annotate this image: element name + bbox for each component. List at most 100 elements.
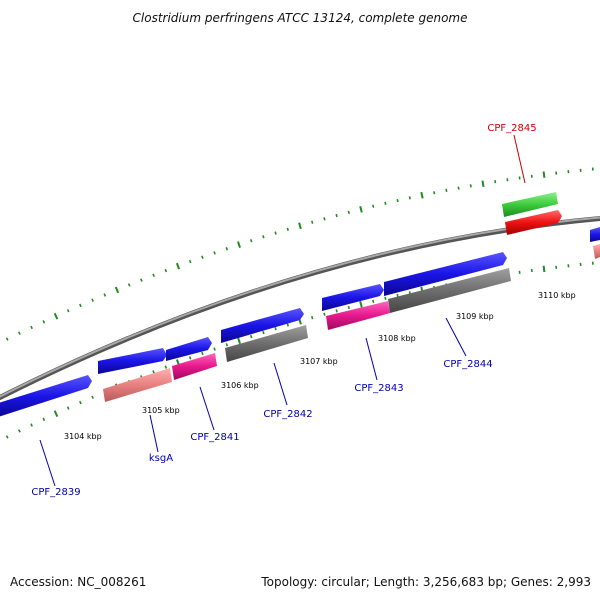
gene-label-CPF_2843: CPF_2843 bbox=[354, 383, 403, 394]
tick-mark bbox=[127, 283, 131, 287]
tick-mark bbox=[225, 343, 229, 347]
tick-label: 3109 kbp bbox=[456, 312, 494, 321]
gene-labels: CPF_2839 ksgA CPF_2841 CPF_2842 CPF_2843… bbox=[31, 123, 536, 498]
leader-line bbox=[513, 134, 526, 184]
tick-mark bbox=[359, 301, 363, 308]
tick-mark bbox=[311, 315, 314, 320]
tick-mark bbox=[274, 327, 277, 331]
tick-mark bbox=[30, 423, 33, 427]
tick-mark bbox=[5, 435, 9, 439]
tick-mark bbox=[481, 180, 485, 188]
gene-feature bbox=[388, 268, 511, 313]
tick-mark bbox=[213, 251, 216, 255]
gene-label-CPF_2844: CPF_2844 bbox=[443, 359, 492, 370]
tick-mark bbox=[249, 334, 253, 339]
gene-label-ksgA: ksgA bbox=[149, 453, 173, 464]
tick-mark bbox=[225, 247, 229, 251]
tick-mark bbox=[164, 365, 168, 369]
leader-line bbox=[39, 439, 56, 487]
outer-tick-ring bbox=[5, 167, 594, 341]
cds-feature bbox=[590, 227, 600, 242]
tick-mark bbox=[17, 429, 21, 433]
tick-mark bbox=[152, 273, 155, 277]
tick-mark bbox=[262, 330, 265, 335]
tick-mark bbox=[79, 400, 82, 405]
gene-label-CPF_2842: CPF_2842 bbox=[263, 409, 312, 420]
tick-mark bbox=[420, 191, 424, 199]
tick-label: 3105 kbp bbox=[142, 406, 180, 415]
tick-mark bbox=[201, 351, 204, 356]
tick-mark bbox=[286, 227, 289, 232]
tick-mark bbox=[30, 325, 33, 330]
cds-feature bbox=[98, 348, 167, 374]
tick-mark bbox=[311, 220, 314, 224]
leader-line bbox=[365, 337, 378, 381]
gene-feature bbox=[103, 368, 172, 402]
tick-mark bbox=[359, 205, 363, 213]
tick-mark bbox=[66, 406, 70, 410]
tick-mark bbox=[53, 312, 59, 320]
tick-mark bbox=[66, 309, 70, 313]
tick-label: 3110 kbp bbox=[538, 291, 576, 300]
cds-feature bbox=[384, 252, 507, 296]
tick-mark bbox=[91, 298, 94, 302]
tick-mark bbox=[5, 337, 9, 341]
tick-mark bbox=[323, 312, 326, 316]
topology-text: Topology: circular; Length: 3,256,683 bp… bbox=[260, 575, 591, 589]
tick-mark bbox=[433, 191, 436, 195]
leader-line bbox=[273, 362, 288, 406]
gene-leader-lines bbox=[39, 134, 526, 487]
cds-feature bbox=[0, 375, 92, 417]
forward-cds-track bbox=[0, 227, 600, 417]
tick-mark bbox=[188, 259, 192, 264]
tick-mark bbox=[396, 198, 399, 203]
tick-mark bbox=[323, 217, 326, 221]
accession-text: Accession: NC_008261 bbox=[10, 575, 146, 589]
tick-mark bbox=[152, 370, 155, 374]
tick-mark bbox=[114, 286, 120, 294]
tick-mark bbox=[542, 171, 546, 178]
tick-label: 3108 kbp bbox=[378, 334, 416, 343]
cds-feature bbox=[221, 308, 304, 343]
tick-mark bbox=[140, 278, 143, 282]
tick-mark bbox=[175, 262, 181, 270]
tick-mark bbox=[53, 410, 59, 418]
gene-track bbox=[103, 244, 600, 402]
tick-mark bbox=[103, 293, 107, 297]
tick-label: 3104 kbp bbox=[64, 432, 102, 441]
tick-mark bbox=[237, 337, 241, 344]
gene-label-CPF_2845: CPF_2845 bbox=[487, 123, 536, 134]
tick-mark bbox=[384, 296, 387, 300]
gene-feature bbox=[502, 192, 558, 217]
gene-feature bbox=[172, 353, 217, 380]
tick-label: 3106 kbp bbox=[221, 381, 259, 390]
cds-feature bbox=[505, 210, 562, 235]
tick-mark bbox=[347, 305, 350, 310]
tick-mark bbox=[372, 204, 375, 208]
tick-mark bbox=[347, 210, 350, 215]
gene-label-CPF_2839: CPF_2839 bbox=[31, 487, 80, 498]
gene-feature bbox=[593, 244, 600, 259]
tick-mark bbox=[298, 222, 302, 230]
tick-mark bbox=[42, 320, 46, 324]
tick-label: 3107 kbp bbox=[300, 357, 338, 366]
tick-mark bbox=[262, 235, 265, 239]
tick-mark bbox=[445, 188, 448, 192]
map-title: Clostridium perfringens ATCC 13124, comp… bbox=[133, 11, 468, 25]
gene-label-CPF_2841: CPF_2841 bbox=[190, 432, 239, 443]
tick-mark bbox=[408, 196, 411, 200]
tick-mark bbox=[384, 201, 387, 205]
tick-mark bbox=[335, 309, 338, 313]
tick-mark bbox=[274, 231, 277, 235]
tick-mark bbox=[18, 331, 21, 335]
tick-mark bbox=[91, 395, 94, 399]
tick-mark bbox=[457, 186, 460, 190]
tick-mark bbox=[164, 268, 168, 273]
tick-mark bbox=[79, 303, 82, 308]
tick-mark bbox=[188, 356, 192, 360]
tick-mark bbox=[249, 239, 253, 243]
leader-line bbox=[445, 317, 467, 357]
cds-feature bbox=[166, 337, 212, 361]
gene-feature bbox=[326, 301, 390, 330]
